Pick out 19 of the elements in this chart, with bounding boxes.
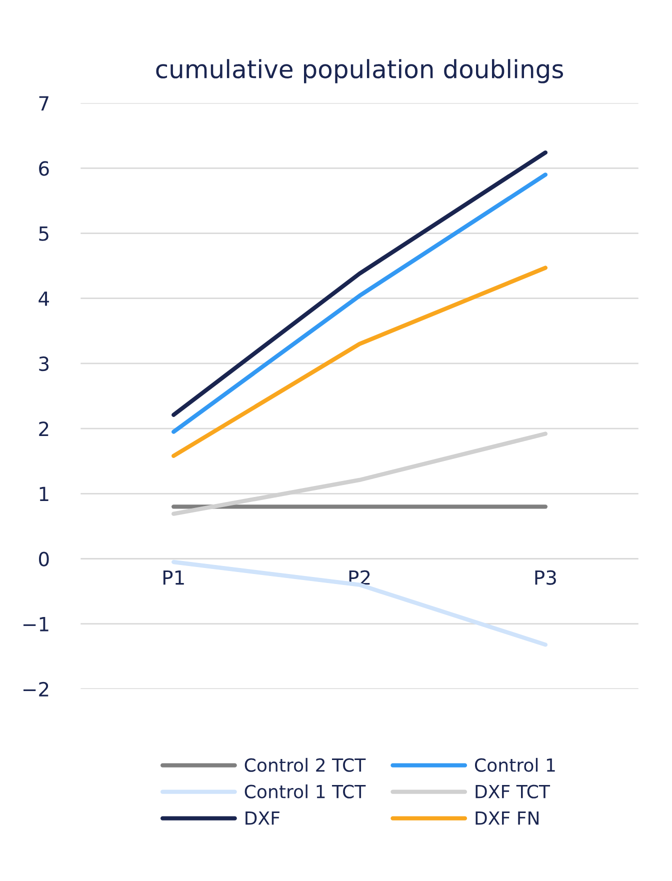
y-tick-label: 6 [39,161,49,176]
legend-label: Control 2 TCT [244,758,366,772]
y-tick-label: 0 [38,552,49,566]
legend-label: Control 1 [474,758,555,772]
legend-label: DXF FN [476,811,538,825]
y-tick-label: 4 [38,292,49,306]
y-tick-label: 5 [39,226,48,241]
chart-title: cumulative population doublings [156,59,564,84]
legend-label: Control 1 TCT [244,784,366,798]
y-tick-label: −1 [23,617,48,632]
y-tick-label: 3 [39,356,49,372]
y-tick-label: −2 [23,682,48,696]
x-tick-label: P3 [535,570,556,585]
y-tick-label: 7 [39,96,48,110]
y-tick-label: 1 [40,486,48,502]
y-tick-label: 2 [39,422,48,436]
x-tick-label: P1 [163,570,184,585]
legend-label: DXF [246,811,280,825]
legend-label: DXF TCT [476,784,550,798]
